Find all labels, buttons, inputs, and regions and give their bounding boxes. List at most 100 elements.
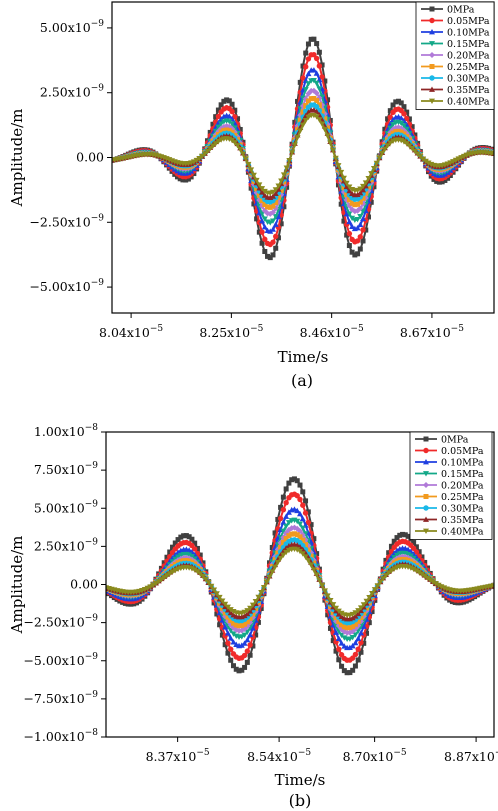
a-series-2-point — [343, 210, 350, 217]
a-series-1-point — [313, 55, 320, 62]
a-series-5-point — [360, 195, 366, 201]
b-series-0-point — [361, 640, 367, 646]
b-series-5-point — [280, 539, 286, 545]
a-series-1-point — [303, 64, 309, 70]
b-series-0-point — [405, 533, 411, 539]
a-series-5-point — [322, 116, 328, 122]
a-series-3-point — [272, 214, 279, 220]
b-legend-label-7: 0.35MPa — [441, 515, 484, 526]
b-series-5-point — [347, 625, 353, 631]
b-series-0-point — [311, 536, 317, 542]
b-series-8-point — [244, 608, 251, 614]
b-series-5-point — [352, 621, 358, 627]
a-series-2-point — [398, 115, 405, 121]
b-series-5-point — [289, 531, 295, 537]
a-series-2-point — [269, 226, 276, 232]
a-series-7-point — [313, 108, 320, 115]
b-legend-swatch-marker-4 — [423, 482, 429, 488]
a-series-0-point — [281, 204, 287, 210]
b-series-1-point — [191, 546, 198, 552]
a-series-8-point — [491, 151, 494, 157]
a-legend-swatch-marker-3 — [429, 41, 435, 47]
b-series-1-point — [413, 549, 420, 555]
a-plot-area — [112, 36, 494, 261]
b-y-tick-label: −5.00x10−9 — [23, 652, 98, 668]
b-legend: 0MPa0.05MPa0.10MPa0.15MPa0.20MPa0.25MPa0… — [409, 431, 493, 540]
b-y-axis-title: Amplitude/m — [8, 536, 26, 635]
b-series-1-point — [241, 652, 248, 659]
b-series-7-point — [241, 612, 248, 619]
b-series-5-point — [333, 614, 339, 620]
a-series-8-point — [253, 177, 260, 184]
b-legend-swatch-marker-5 — [423, 494, 429, 499]
b-series-0-point — [422, 559, 428, 565]
b-series-8-point — [382, 573, 389, 579]
a-series-5-point — [267, 204, 273, 210]
b-series-0-point — [175, 537, 181, 543]
b-series-1-point — [297, 496, 303, 503]
b-series-8-point — [324, 593, 331, 599]
a-series-8-point — [400, 139, 407, 145]
b-series-2-point — [241, 640, 248, 646]
a-series-0-point — [404, 109, 410, 115]
a-series-3-point — [310, 78, 317, 84]
a-series-0-point — [322, 78, 328, 84]
b-legend-swatch-marker-1 — [423, 447, 429, 454]
a-series-0-point — [180, 177, 186, 183]
b-series-8-point — [269, 569, 276, 575]
b-series-8-point — [385, 570, 392, 576]
a-series-0-point — [355, 251, 361, 257]
b-series-0-point — [164, 554, 170, 560]
a-series-0-point — [349, 249, 355, 255]
a-series-8-point — [209, 143, 216, 149]
a-legend-swatch-marker-5 — [429, 64, 435, 69]
b-series-5-point — [364, 605, 370, 611]
a-series-0-point — [308, 36, 314, 42]
a-series-0-point — [221, 98, 227, 104]
b-series-2-point — [349, 642, 356, 649]
a-series-3-point — [357, 213, 364, 220]
b-series-8-point — [219, 598, 226, 604]
a-series-3-point — [387, 125, 394, 132]
a-legend-label-8: 0.40MPa — [447, 97, 490, 108]
b-series-0-point — [222, 642, 228, 648]
b-series-3-point — [352, 632, 359, 638]
a-y-tick-label: −5.00x10−9 — [29, 278, 104, 294]
a-series-0-point — [393, 99, 399, 105]
b-series-5-point — [286, 533, 292, 539]
a-series-8-point — [234, 143, 241, 149]
a-series-0-point — [265, 253, 271, 259]
b-series-8-point — [421, 573, 428, 580]
b-series-0-point — [194, 545, 200, 551]
a-series-2-point — [346, 218, 353, 225]
a-series-8-point — [204, 148, 211, 155]
b-series-5-point — [339, 622, 345, 628]
a-series-5-point — [390, 130, 396, 136]
a-series-0-point — [305, 41, 311, 47]
a-series-3-point — [313, 80, 320, 87]
a-series-8-point — [196, 156, 203, 162]
b-series-8-point — [371, 587, 378, 593]
a-series-5-point — [226, 128, 232, 134]
a-legend-swatch-marker-2 — [429, 29, 435, 35]
a-series-0-point — [409, 124, 415, 130]
a-legend-label-3: 0.15MPa — [447, 39, 490, 50]
a-series-8-point — [384, 143, 391, 149]
b-series-0-point — [278, 504, 284, 510]
a-series-5-point — [273, 200, 279, 206]
b-series-5-point — [233, 622, 239, 628]
b-series-8-point — [266, 574, 273, 581]
a-series-2-point — [261, 224, 268, 230]
b-series-0-point — [344, 670, 350, 676]
b-series-8-point — [255, 594, 262, 601]
a-series-0-point — [267, 255, 273, 261]
b-series-8-point — [418, 571, 425, 578]
a-series-8-point — [201, 151, 208, 157]
a-series-5-point — [311, 95, 317, 101]
a-series-8-point — [310, 112, 317, 119]
b-series-8-point — [413, 568, 420, 574]
b-legend-label-4: 0.20MPa — [441, 481, 484, 492]
b-legend-swatch-marker-3 — [423, 471, 429, 477]
b-legend-label-8: 0.40MPa — [441, 527, 484, 538]
